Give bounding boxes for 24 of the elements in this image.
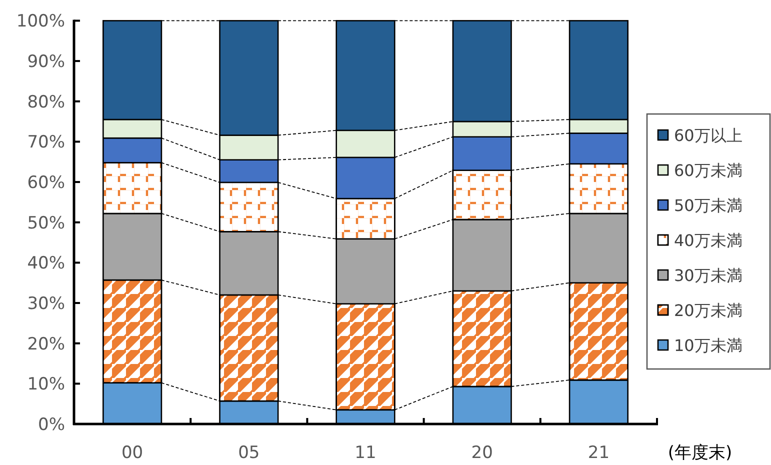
x-tick-label: 00 <box>121 443 144 463</box>
x-tick-label: 21 <box>588 443 610 463</box>
y-tick-label: 70% <box>27 132 65 153</box>
y-tick-label: 30% <box>27 294 65 314</box>
x-tick-label: 20 <box>471 443 493 463</box>
legend-label: 50万未満 <box>674 196 742 215</box>
legend-label: 30万未満 <box>674 266 742 285</box>
y-tick-label: 60% <box>27 173 65 194</box>
legend-label: 40万未満 <box>674 231 742 250</box>
y-tick-label: 20% <box>27 334 65 354</box>
y-tick-label: 50% <box>27 213 65 234</box>
x-tick-label: 05 <box>238 443 260 463</box>
legend-label: 60万未満 <box>674 161 742 180</box>
x-axis-title: (年度末) <box>668 443 732 463</box>
y-tick-label: 80% <box>27 92 65 112</box>
legend-label: 10万未満 <box>674 336 742 355</box>
y-tick-label: 0% <box>38 415 65 435</box>
legend-label: 60万以上 <box>674 126 742 145</box>
x-tick-label: 11 <box>354 443 376 463</box>
y-tick-label: 90% <box>27 52 65 72</box>
y-tick-label: 100% <box>16 12 65 32</box>
y-tick-label: 40% <box>27 254 65 274</box>
legend-label: 20万未満 <box>674 301 742 320</box>
y-tick-label: 10% <box>27 374 65 395</box>
